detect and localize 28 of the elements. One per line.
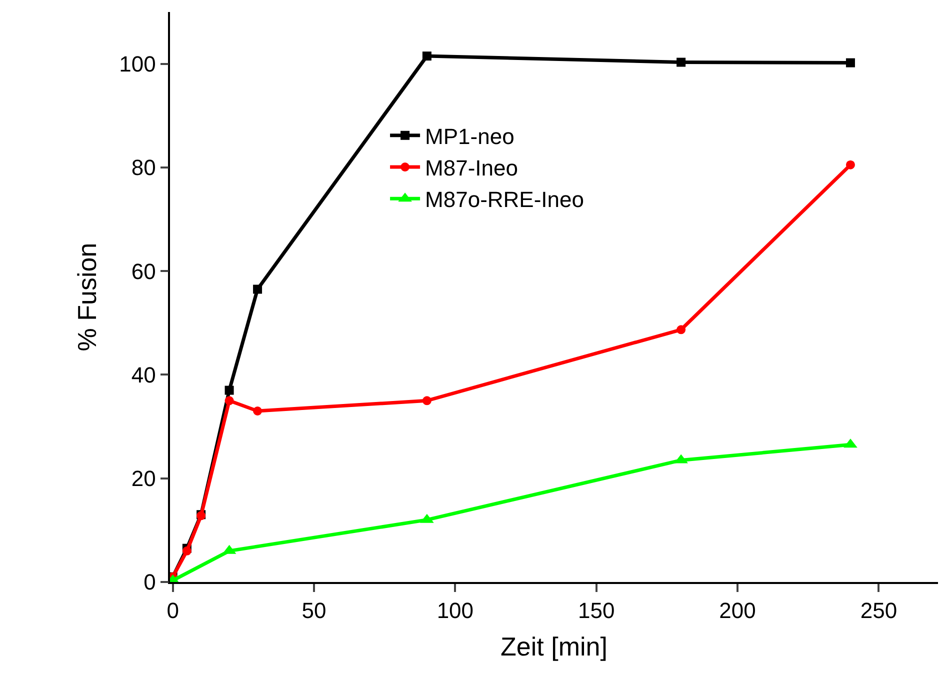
point xyxy=(422,396,432,406)
x-tick-label: 200 xyxy=(719,598,756,624)
y-tick-label: 60 xyxy=(131,258,156,284)
x-tick-label: 0 xyxy=(166,598,179,624)
point xyxy=(182,546,192,556)
point xyxy=(253,284,262,294)
y-axis-title: % Fusion xyxy=(72,242,102,352)
y-tick-label: 0 xyxy=(144,570,156,595)
point xyxy=(422,52,432,61)
y-tick-label: 80 xyxy=(131,155,156,180)
legend-label: M87-Ineo xyxy=(425,156,518,181)
point xyxy=(224,396,234,406)
point xyxy=(676,325,686,334)
y-tick-label: 20 xyxy=(131,466,156,492)
legend-label: M87o-RRE-Ineo xyxy=(425,187,584,212)
point xyxy=(846,58,855,68)
y-tick-label: 40 xyxy=(131,362,156,388)
x-tick-label: 50 xyxy=(302,598,326,624)
point xyxy=(224,386,234,395)
x-tick-label: 100 xyxy=(436,598,474,624)
x-tick-label: 150 xyxy=(578,598,615,624)
legend-label: MP1-neo xyxy=(425,124,514,149)
x-axis-title: Zeit [min] xyxy=(500,631,608,662)
point xyxy=(846,160,855,170)
point xyxy=(676,58,686,67)
y-tick-label: 100 xyxy=(119,52,156,77)
point xyxy=(253,406,262,416)
x-tick-label: 250 xyxy=(860,598,898,624)
